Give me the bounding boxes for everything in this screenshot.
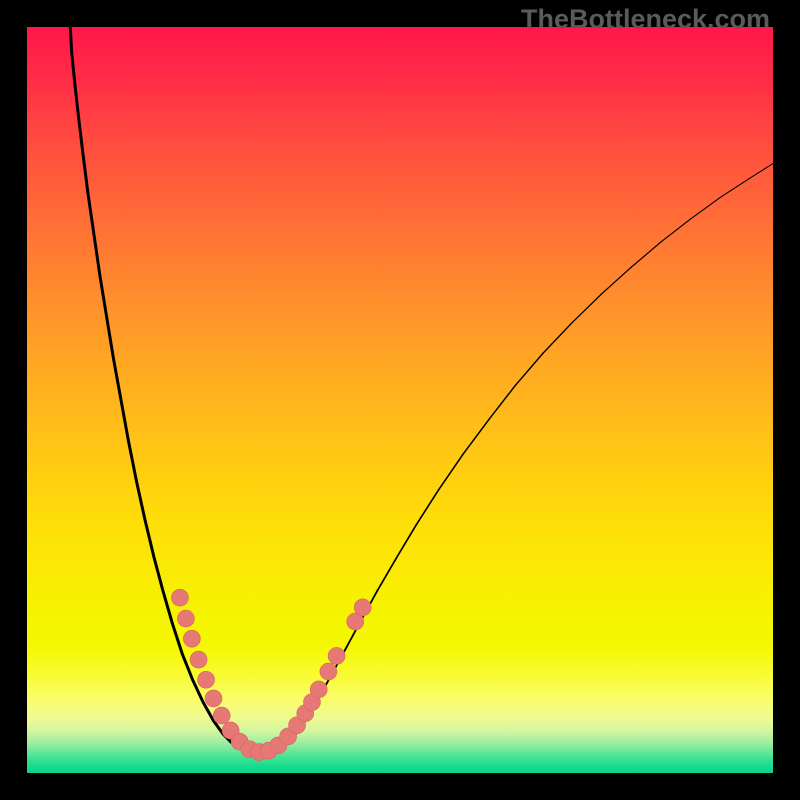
watermark-text: TheBottleneck.com <box>521 4 770 35</box>
plot-area <box>27 27 773 773</box>
chart-svg <box>27 27 773 773</box>
